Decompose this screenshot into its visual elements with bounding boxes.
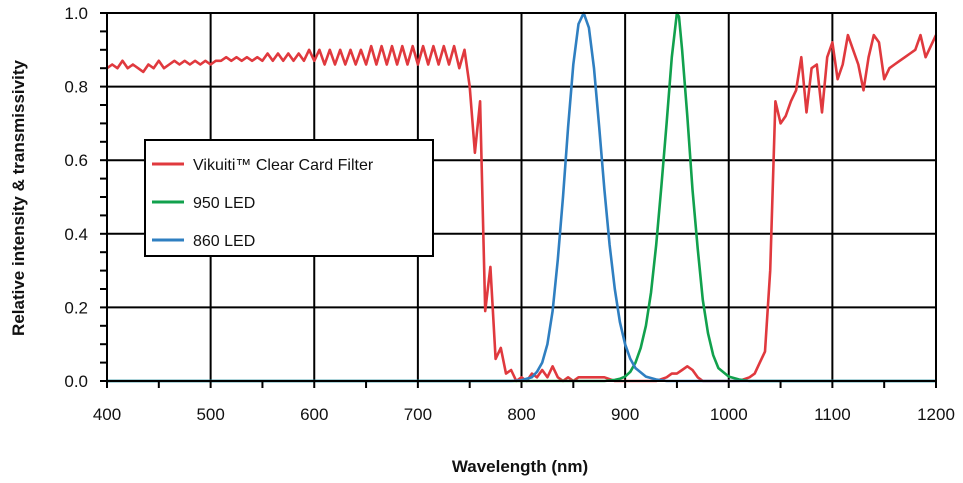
filter-series-line [106,33,938,383]
legend: Vikuiti™ Clear Card Filter 950 LED 860 L… [144,139,434,257]
y-tick-label: 0.6 [64,151,88,170]
y-tick-label: 0.4 [64,225,88,244]
x-tick-label: 600 [300,405,328,424]
series-lines [106,11,938,383]
legend-label-filter-main: Vikuiti™ Clear Card Filter [193,157,374,174]
y-tick-label: 0.0 [64,372,88,391]
led-860-series-line [107,11,936,383]
x-tick-labels: 400 500 600 700 800 900 1000 1100 1200 [93,405,955,424]
y-tick-label: 1.0 [64,4,88,23]
tick-marks [100,12,937,388]
x-tick-label: 1100 [814,405,851,424]
x-tick-label: 900 [611,405,639,424]
y-tick-label: 0.8 [64,78,88,97]
led-950-series-line [107,11,936,383]
legend-label-filter: Vikuiti™ Clear Card Filter [193,157,374,174]
x-tick-label: 400 [93,405,121,424]
x-tick-label: 1200 [917,405,955,424]
x-tick-label: 700 [404,405,432,424]
y-tick-label: 0.2 [64,298,88,317]
y-axis-title: Relative intensity & transmissivity [9,60,28,336]
x-tick-label: 500 [196,405,224,424]
x-axis-title: Wavelength (nm) [452,457,588,476]
x-tick-label: 1000 [710,405,748,424]
legend-label-860: 860 LED [193,233,255,250]
legend-label-950: 950 LED [193,195,255,212]
legend-box [144,139,434,257]
y-tick-labels: 0.0 0.2 0.4 0.6 0.8 1.0 [64,4,88,391]
x-tick-label: 800 [507,405,535,424]
